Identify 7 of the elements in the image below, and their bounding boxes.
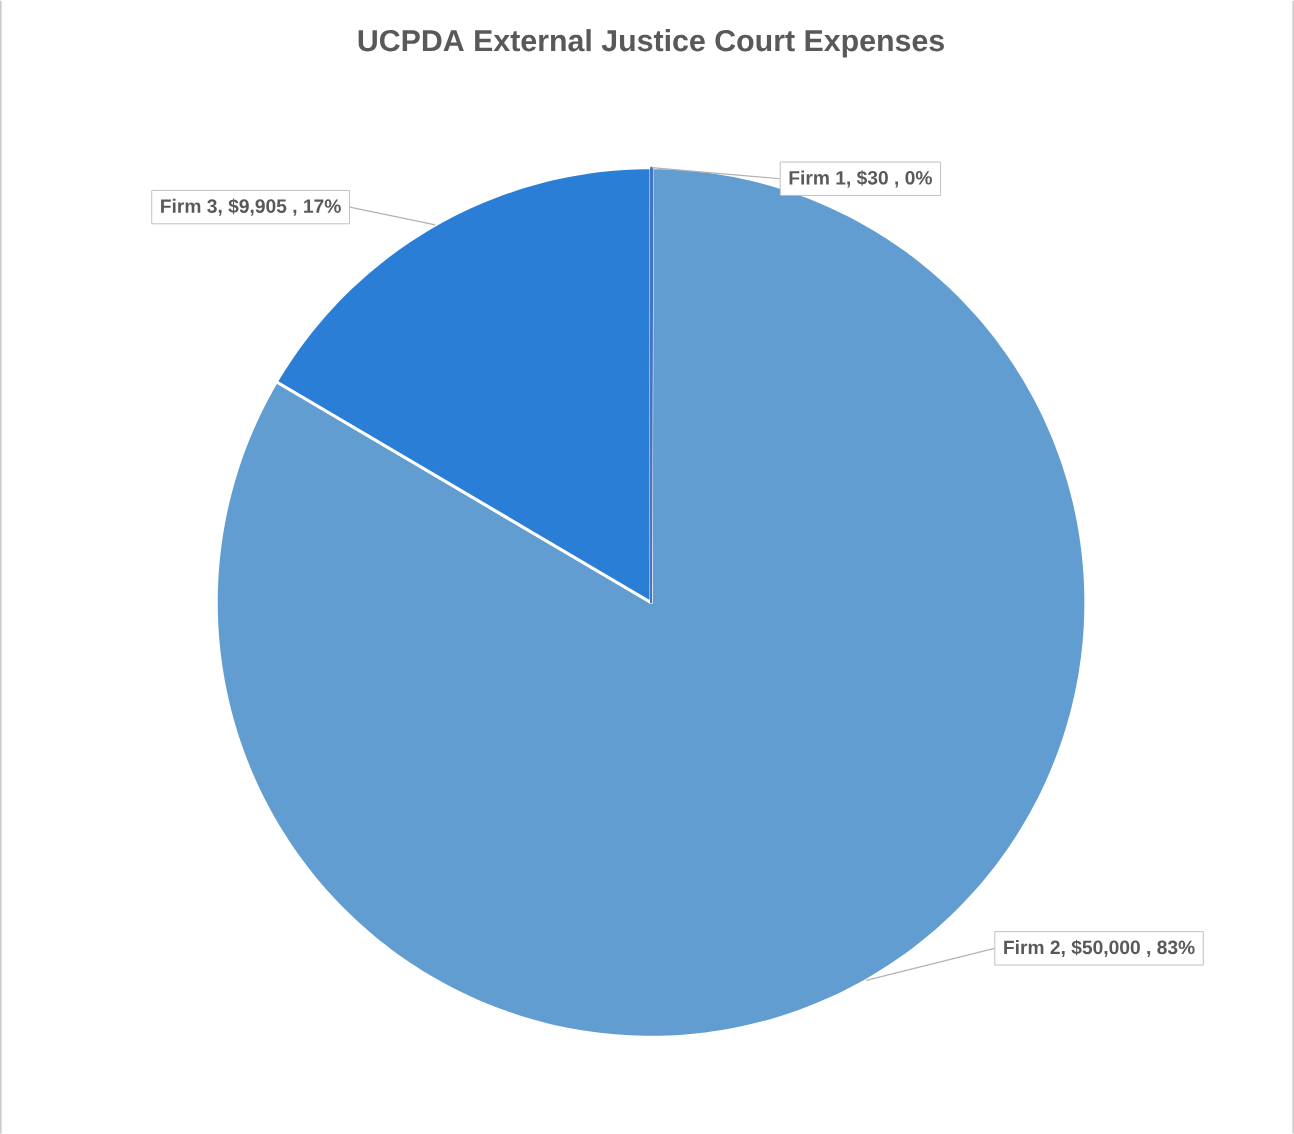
chart-title: UCPDA External Justice Court Expenses xyxy=(358,29,944,58)
slice-label: Firm 3 xyxy=(161,198,217,213)
data-label: , $9,905 , 17% xyxy=(218,198,341,216)
slice-label: Firm 1 xyxy=(789,170,846,185)
data-label: , $30 , 0% xyxy=(847,170,932,188)
slice-label: Firm 2 xyxy=(1004,939,1060,954)
data-label: , $50,000 , 83% xyxy=(1061,939,1195,957)
